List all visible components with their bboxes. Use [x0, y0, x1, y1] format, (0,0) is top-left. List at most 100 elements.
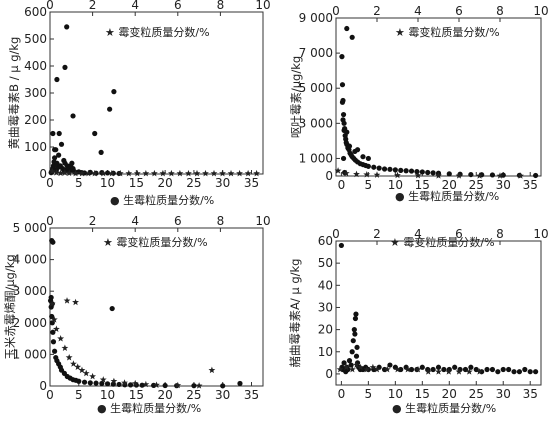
x-tick-label: 10	[388, 178, 403, 192]
circle-point	[104, 170, 111, 176]
x-tick-label: 25	[469, 387, 484, 401]
circle-point	[500, 172, 506, 178]
circle-point	[341, 360, 347, 366]
circle-point	[339, 99, 346, 105]
circle-point	[116, 381, 122, 388]
circle-point	[360, 154, 366, 160]
star-point	[63, 297, 71, 304]
circle-point	[430, 366, 436, 373]
x-tick-label: 20	[157, 176, 172, 190]
star-point	[48, 167, 56, 175]
star-point	[394, 171, 401, 179]
x2-tick-label: 10	[533, 4, 548, 18]
star-point	[373, 171, 381, 178]
star-point	[476, 368, 483, 375]
y-tick-label: 5 000	[13, 221, 47, 235]
circle-point	[70, 113, 76, 119]
circle-point	[489, 366, 496, 373]
circle-point	[403, 168, 409, 174]
circle-point	[52, 147, 58, 153]
x-tick-label: 25	[186, 388, 201, 402]
circle-point	[339, 54, 345, 60]
y-tick-label: 0	[325, 367, 333, 381]
star-point	[72, 298, 79, 306]
circle-point	[340, 155, 347, 162]
x2-tick-label: 0	[332, 4, 340, 18]
circle-point	[162, 382, 168, 389]
circle-point	[52, 348, 58, 354]
circle-point	[348, 362, 354, 368]
star-point	[363, 365, 371, 373]
plot-frame	[335, 240, 542, 386]
x-axis-label: ● 生霉粒质量分数/%	[110, 193, 214, 207]
x-tick-label: 15	[129, 388, 144, 402]
circle-point	[351, 327, 357, 333]
star-point	[125, 169, 133, 177]
circle-point	[414, 169, 420, 175]
circle-point	[452, 364, 458, 370]
y-tick-label: 0	[325, 169, 333, 183]
star-point	[394, 365, 401, 373]
star-point	[334, 167, 342, 174]
x-tick-label: 15	[415, 178, 430, 192]
y-tick-label: 3 000	[299, 116, 333, 130]
star-point	[133, 169, 141, 177]
x2-tick-label: 8	[496, 227, 504, 241]
chart-panel-4: 0 5 10 15 20 25 30 35 0 2 4 6 8 10 0 10 20 30 40 50 60 赭曲霉毒素A…	[288, 227, 549, 415]
star-point	[363, 171, 371, 178]
y-tick-label: 50	[318, 256, 333, 270]
x-tick-label: 5	[365, 387, 373, 401]
circle-point	[92, 130, 98, 137]
x2-tick-label: 8	[217, 214, 225, 228]
x-tick-label: 10	[100, 176, 115, 190]
x2-tick-label: 6	[174, 214, 182, 228]
y-tick-label: 60	[318, 234, 333, 248]
star-point	[82, 369, 90, 377]
x-tick-label: 20	[442, 387, 457, 401]
x2-tick-label: 2	[89, 214, 97, 228]
circle-point	[50, 130, 56, 137]
circle-point	[398, 366, 404, 373]
circle-point	[365, 163, 371, 169]
x-tick-label: 35	[523, 178, 538, 192]
circle-point	[340, 111, 347, 118]
star-point	[176, 169, 184, 177]
x2-tick-label: 4	[414, 4, 422, 18]
star-point	[383, 365, 391, 373]
x-tick-label: 35	[523, 387, 538, 401]
y-axis-label: 呕吐霉素/μg/kg	[289, 56, 303, 138]
circle-point	[533, 369, 539, 375]
star-point	[57, 169, 65, 177]
plot-frame	[335, 17, 542, 177]
x2-tick-label: 4	[131, 0, 139, 12]
circle-point	[365, 155, 371, 162]
star-point	[153, 381, 160, 388]
x-tick-label: 5	[365, 178, 373, 192]
circle-point	[346, 358, 353, 364]
star-point	[435, 172, 442, 179]
star-point	[48, 300, 56, 307]
circle-point	[387, 362, 393, 368]
star-point	[210, 169, 218, 177]
y-tick-label: 500	[24, 32, 47, 46]
plot-frame	[49, 227, 264, 387]
circle-point	[107, 106, 113, 112]
circle-point	[127, 382, 134, 388]
circle-point	[340, 117, 346, 123]
y-tick-label: 600	[24, 5, 47, 19]
star-point	[185, 169, 192, 177]
y-tick-label: 3 000	[13, 284, 47, 298]
x-tick-label: 30	[496, 178, 511, 192]
circle-point	[344, 25, 350, 32]
star-point	[78, 366, 86, 374]
x-tick-label: 0	[338, 178, 346, 192]
y-tick-label: 1 000	[13, 347, 47, 361]
y-tick-label: 0	[39, 379, 47, 393]
circle-point	[516, 369, 523, 375]
y-tick-label: 0	[39, 167, 47, 181]
circle-point	[109, 305, 115, 312]
x2-tick-label: 0	[46, 0, 54, 12]
star-point	[373, 365, 381, 373]
circle-point	[392, 167, 398, 173]
